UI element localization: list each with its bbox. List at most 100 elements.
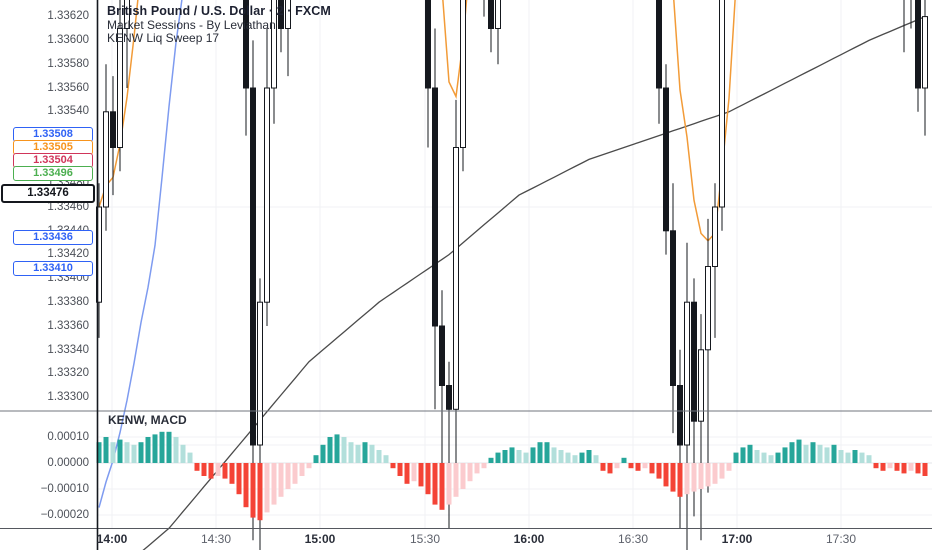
macd-axis-label: −0.00020	[40, 509, 89, 521]
price-axis[interactable]: 1.33620 1.33600 1.33580 1.33560 1.33540 1.334…	[0, 0, 97, 528]
macd-histogram-bar	[131, 444, 137, 463]
ma-slow-line	[142, 16, 926, 550]
candle-down	[915, 0, 921, 89]
macd-histogram-bar	[747, 444, 753, 463]
macd-histogram-bar	[124, 442, 130, 463]
macd-histogram-bar	[376, 450, 382, 463]
price-axis-label: 1.33620	[47, 10, 89, 22]
macd-histogram-bar	[586, 450, 592, 463]
macd-histogram-bar	[152, 434, 158, 463]
macd-histogram-bar	[453, 463, 459, 497]
candle-up	[271, 0, 277, 89]
macd-histogram-bar	[439, 463, 445, 510]
macd-histogram-bar	[502, 450, 508, 463]
macd-histogram-bar	[530, 447, 536, 463]
macd-histogram-bar	[404, 463, 410, 484]
macd-histogram-bar	[180, 444, 186, 463]
indicator-liq-sweep[interactable]: KENW Liq Sweep 17	[107, 31, 220, 45]
macd-histogram-bar	[810, 442, 816, 463]
price-axis-label: 1.33580	[47, 58, 89, 70]
macd-histogram-bar	[775, 452, 781, 463]
candle-up	[684, 301, 690, 446]
macd-histogram-bar	[103, 437, 109, 463]
macd-histogram-bar	[663, 463, 669, 487]
price-axis-label: 1.33300	[47, 391, 89, 403]
macd-histogram-bar	[670, 463, 676, 492]
macd-histogram-bar	[138, 442, 144, 463]
macd-histogram-bar	[698, 463, 704, 489]
macd-histogram-bar	[761, 452, 767, 463]
macd-histogram-bar	[96, 442, 102, 463]
macd-histogram-bar	[194, 463, 200, 471]
candle-up	[495, 0, 501, 29]
macd-histogram-bar	[838, 450, 844, 463]
macd-histogram-bar	[712, 463, 718, 484]
macd-histogram-bar	[243, 463, 249, 508]
macd-histogram-bar	[250, 463, 256, 518]
candle-down	[670, 230, 676, 386]
time-axis[interactable]: 14:00 14:30 15:00 15:30 16:00 16:30 17:00 17:30	[97, 529, 932, 550]
macd-histogram-bar	[187, 452, 193, 463]
candle-up	[922, 16, 928, 89]
macd-histogram-bar	[208, 463, 214, 479]
macd-histogram-bar	[523, 452, 529, 463]
macd-histogram-bar	[474, 463, 480, 474]
macd-histogram-bar	[222, 463, 228, 479]
macd-histogram-bar	[677, 463, 683, 497]
price-axis-label: 1.33600	[47, 34, 89, 46]
macd-histogram-bar	[201, 463, 207, 476]
candle-up	[96, 206, 102, 303]
macd-pane-title[interactable]: KENW, MACD	[108, 413, 187, 427]
macd-histogram-bar	[789, 442, 795, 463]
macd-histogram-bar	[705, 463, 711, 487]
candle-down	[425, 0, 431, 89]
candle-down	[488, 0, 494, 29]
macd-histogram-bar	[558, 450, 564, 463]
macd-histogram-bar	[754, 450, 760, 463]
macd-histogram-bar	[460, 463, 466, 489]
symbol-title[interactable]: British Pound / U.S. Dollar · 2 · FXCM	[107, 4, 331, 18]
candle-down	[439, 325, 445, 386]
time-axis-label: 16:00	[513, 532, 545, 546]
candle-up	[124, 0, 130, 29]
macd-histogram-bar	[355, 444, 361, 463]
macd-histogram-bar	[607, 463, 613, 474]
macd-histogram-bar	[278, 463, 284, 497]
candle-down	[110, 111, 116, 149]
candle-up	[257, 301, 263, 446]
indicator-market-sessions[interactable]: Market Sessions - By Leviathan	[107, 17, 276, 32]
indicator-value-badge: 1.33436	[13, 230, 93, 245]
macd-histogram-bar	[642, 463, 648, 469]
candle-up	[719, 0, 725, 208]
indicator-value-badge: 1.33504	[13, 153, 93, 168]
macd-histogram-bar	[481, 463, 487, 469]
macd-histogram-bar	[411, 463, 417, 482]
macd-histogram-bar	[229, 463, 235, 484]
macd-histogram-bar	[908, 463, 914, 471]
macd-histogram-bar	[649, 463, 655, 474]
macd-histogram-bar	[579, 452, 585, 463]
macd-histogram-bar	[782, 447, 788, 463]
candle-up	[285, 0, 291, 30]
macd-histogram-bar	[495, 452, 501, 463]
macd-histogram-bar	[271, 463, 277, 505]
macd-histogram-bar	[901, 463, 907, 474]
macd-histogram-bar	[320, 444, 326, 463]
time-axis-label: 14:00	[97, 532, 128, 546]
price-axis-label: 1.33360	[47, 320, 89, 332]
indicator-value-badge: 1.33508	[13, 127, 93, 142]
macd-histogram-bar	[362, 442, 368, 463]
macd-histogram-bar	[635, 463, 641, 471]
price-axis-label: 1.33540	[47, 105, 89, 117]
price-axis-label: 1.33320	[47, 367, 89, 379]
macd-histogram-bar	[467, 463, 473, 482]
price-axis-label: 1.33340	[47, 344, 89, 356]
candle-up	[264, 87, 270, 303]
macd-histogram-bar	[565, 452, 571, 463]
macd-histogram-bar	[285, 463, 291, 489]
candle-down	[691, 301, 697, 422]
legend: British Pound / U.S. Dollar · 2 · FXCM M…	[107, 4, 331, 46]
ma-mid-line	[98, 0, 183, 508]
macd-histogram-bar	[880, 463, 886, 471]
